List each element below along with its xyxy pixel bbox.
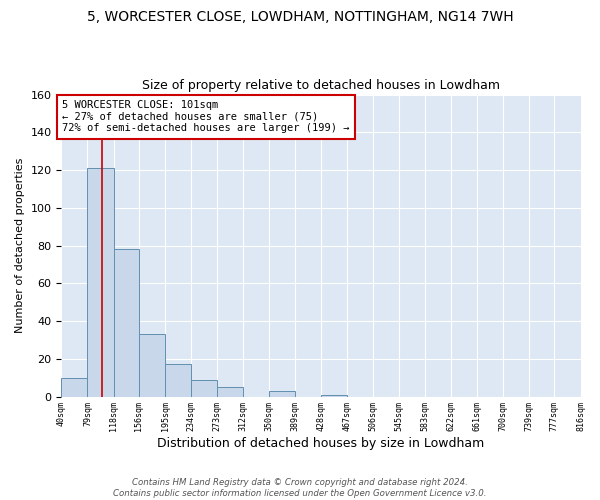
Title: Size of property relative to detached houses in Lowdham: Size of property relative to detached ho… xyxy=(142,79,500,92)
Text: Contains HM Land Registry data © Crown copyright and database right 2024.
Contai: Contains HM Land Registry data © Crown c… xyxy=(113,478,487,498)
Text: 5, WORCESTER CLOSE, LOWDHAM, NOTTINGHAM, NG14 7WH: 5, WORCESTER CLOSE, LOWDHAM, NOTTINGHAM,… xyxy=(86,10,514,24)
X-axis label: Distribution of detached houses by size in Lowdham: Distribution of detached houses by size … xyxy=(157,437,485,450)
Y-axis label: Number of detached properties: Number of detached properties xyxy=(15,158,25,334)
Bar xyxy=(88,168,113,396)
Bar xyxy=(269,391,295,396)
Bar xyxy=(165,364,191,396)
Bar xyxy=(139,334,165,396)
Text: 5 WORCESTER CLOSE: 101sqm
← 27% of detached houses are smaller (75)
72% of semi-: 5 WORCESTER CLOSE: 101sqm ← 27% of detac… xyxy=(62,100,350,134)
Bar xyxy=(321,394,347,396)
Bar xyxy=(113,250,139,396)
Bar xyxy=(217,387,244,396)
Bar xyxy=(191,380,217,396)
Bar xyxy=(61,378,88,396)
